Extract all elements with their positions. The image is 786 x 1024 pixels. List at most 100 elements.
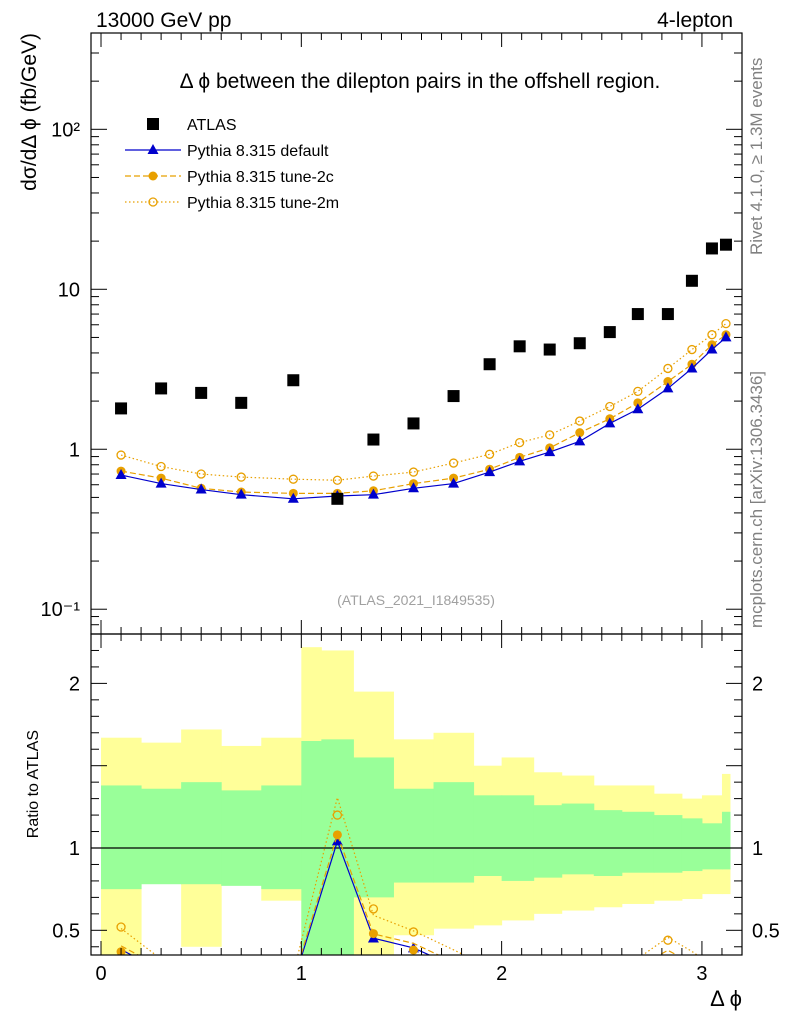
point-atlas	[719, 238, 732, 251]
point-pythia-8-315-tune-2m	[605, 401, 615, 412]
header-right: 4-lepton	[657, 9, 733, 32]
axes: 0 1 2 3 10⁻¹ 1 10 10² 0.5 0.5 1 1 2 2	[41, 32, 780, 985]
point-pythia-8-315-tune-2c	[633, 398, 643, 408]
y-tick-label-ratio-right: 2	[752, 673, 763, 695]
x-axis-label: Δ ϕ	[710, 986, 742, 1011]
point-pythia-8-315-tune-2m	[687, 344, 697, 355]
y-tick-label-main: 1	[69, 439, 80, 461]
point-atlas	[513, 340, 526, 353]
ratio-band-inner	[473, 795, 503, 876]
point-atlas	[235, 396, 248, 409]
point-atlas	[115, 402, 128, 415]
ratio-point-pythia-8-315-tune-2m	[368, 904, 379, 914]
legend-marker-atlas	[147, 118, 159, 130]
point-pythia-8-315-tune-2c	[663, 377, 673, 387]
series-line-pythia-8-315-tune-2c	[120, 334, 727, 494]
point-pythia-8-315-default	[448, 477, 460, 488]
point-pythia-8-315-tune-2m	[484, 449, 495, 459]
side-label-top: Rivet 4.1.0, ≥ 1.3M events	[747, 58, 766, 255]
point-pythia-8-315-tune-2m	[515, 437, 525, 448]
point-atlas	[603, 326, 616, 339]
ratio-band-inner	[721, 811, 731, 870]
point-pythia-8-315-default	[720, 331, 732, 342]
point-pythia-8-315-default	[195, 483, 207, 494]
ratio-point-pythia-8-315-tune-2m	[663, 935, 673, 945]
point-atlas	[483, 358, 496, 371]
point-pythia-8-315-default	[115, 469, 127, 480]
y-tick-label-main: 10⁻¹	[41, 599, 81, 621]
point-pythia-8-315-default	[407, 482, 419, 493]
legend-label-pythia-8-315-default: Pythia 8.315 default	[187, 143, 329, 160]
point-atlas	[407, 417, 420, 430]
series-line-pythia-8-315-tune-2m	[120, 323, 727, 481]
x-tick-label: 0	[95, 963, 106, 985]
legend-label-pythia-8-315-tune-2m: Pythia 8.315 tune-2m	[187, 195, 339, 212]
point-pythia-8-315-tune-2m	[663, 363, 673, 374]
point-pythia-8-315-tune-2m	[332, 475, 343, 485]
y-axis-label-ratio: Ratio to ATLAS	[25, 730, 42, 838]
point-pythia-8-315-default	[574, 435, 586, 446]
legend-label-atlas: ATLAS	[187, 117, 237, 134]
point-pythia-8-315-default	[367, 488, 379, 499]
point-pythia-8-315-default	[706, 343, 718, 354]
analysis-label: (ATLAS_2021_I1849535)	[337, 592, 495, 608]
point-pythia-8-315-default	[235, 488, 247, 499]
point-pythia-8-315-tune-2m	[448, 458, 459, 468]
chart-title: Δ ϕ between the dilepton pairs in the of…	[180, 70, 661, 93]
point-atlas	[685, 274, 698, 287]
point-pythia-8-315-tune-2m	[545, 430, 555, 440]
point-pythia-8-315-tune-2m	[408, 467, 419, 477]
point-pythia-8-315-tune-2m	[156, 461, 166, 472]
point-atlas	[195, 386, 208, 399]
x-tick-label: 1	[296, 963, 307, 985]
legend-marker-pythia-8-315-tune-2c	[148, 171, 158, 181]
y-tick-label-ratio: 2	[69, 673, 80, 695]
ratio-band-inner	[141, 788, 182, 885]
ratio-uncertainty-bands	[91, 647, 742, 955]
ratio-band-inner	[181, 782, 222, 885]
ratio-point-pythia-8-315-tune-2m	[408, 927, 419, 937]
point-pythia-8-315-tune-2c	[575, 428, 585, 438]
ratio-point-pythia-8-315-tune-2c	[368, 929, 378, 939]
point-pythia-8-315-default	[155, 477, 167, 488]
ratio-band-inner	[393, 788, 435, 883]
main-series-layer	[115, 238, 732, 505]
ratio-point-pythia-8-315-tune-2m	[116, 922, 126, 932]
legend-marker-pythia-8-315-default	[147, 144, 159, 154]
y-tick-label-main: 10	[58, 279, 80, 301]
point-pythia-8-315-tune-2m	[236, 472, 246, 482]
ratio-band-inner	[621, 811, 655, 873]
ratio-series-layer	[116, 795, 699, 955]
x-tick-label: 2	[496, 963, 507, 985]
legend-label-pythia-8-315-tune-2c: Pythia 8.315 tune-2c	[187, 169, 334, 186]
point-atlas	[331, 492, 344, 505]
legend: ATLAS Pythia 8.315 default Pythia 8.315 tu…	[125, 117, 339, 212]
point-pythia-8-315-default	[544, 446, 556, 457]
ratio-point-pythia-8-315-tune-2m	[332, 810, 343, 820]
ratio-band-inner	[701, 823, 723, 870]
point-pythia-8-315-tune-2m	[575, 416, 585, 426]
ratio-band-inner	[101, 785, 142, 890]
point-pythia-8-315-default	[686, 362, 698, 373]
point-pythia-8-315-tune-2m	[116, 450, 126, 460]
y-tick-label-ratio: 1	[69, 838, 80, 860]
point-pythia-8-315-default	[514, 455, 526, 466]
point-atlas	[155, 382, 168, 395]
ratio-point-pythia-8-315-default	[331, 835, 343, 846]
point-pythia-8-315-tune-2m	[288, 474, 298, 484]
ratio-band-inner	[353, 757, 394, 898]
ratio-band-inner	[501, 795, 535, 881]
y-tick-label-main: 10²	[51, 119, 80, 141]
point-pythia-8-315-tune-2m	[707, 330, 717, 340]
x-tick-label: 3	[696, 963, 707, 985]
point-atlas	[705, 242, 718, 255]
point-atlas	[543, 343, 556, 356]
ratio-band-inner	[261, 785, 302, 890]
y-tick-label-ratio-right: 0.5	[752, 920, 780, 942]
ratio-frame	[90, 633, 743, 956]
legend-marker-pythia-8-315-tune-2m	[148, 197, 158, 207]
ratio-band-inner	[221, 790, 262, 886]
point-pythia-8-315-default	[662, 382, 674, 393]
point-pythia-8-315-default	[604, 417, 616, 428]
point-atlas	[287, 374, 300, 387]
